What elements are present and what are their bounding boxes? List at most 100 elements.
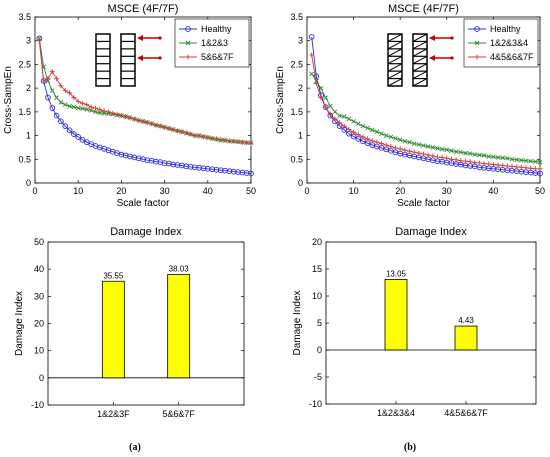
data-point (67, 103, 72, 109)
building-brace-icon (387, 40, 403, 50)
data-point (248, 140, 254, 146)
data-point (411, 149, 417, 155)
y-tick-label: 10 (312, 291, 322, 301)
data-point (514, 157, 520, 163)
data-point (337, 120, 343, 126)
data-point (318, 85, 324, 91)
data-point (346, 116, 352, 122)
data-point (500, 155, 506, 161)
arrowhead-icon (137, 35, 143, 41)
panel-label-a: (a) (129, 442, 141, 453)
x-tick-label: 1&2&3F (97, 409, 130, 419)
data-point (323, 95, 328, 100)
data-point (388, 134, 394, 140)
data-point (244, 140, 250, 146)
y-tick-label: 20 (312, 237, 322, 247)
building-brace-icon (412, 48, 428, 57)
y-tick-label: -5 (314, 372, 322, 382)
data-point (439, 154, 445, 160)
data-point (318, 95, 324, 101)
data-point (131, 116, 137, 122)
x-tick-label: 20 (395, 186, 405, 196)
data-point (226, 138, 232, 144)
data-point (393, 145, 399, 151)
chart-a-top: 0 10 20 30 40 50 0 0.5 1 1.5 2 2.5 3 3.5 MSCE (4F/7F) S… (3, 3, 256, 209)
data-point (218, 136, 224, 142)
building-frame-icon (387, 33, 403, 87)
data-point (341, 114, 347, 119)
y-tick-label: 0.5 (18, 154, 31, 164)
building-frame-icon (412, 33, 428, 87)
data-point (388, 143, 394, 149)
y-tick-label: 1.5 (290, 107, 303, 117)
data-point (481, 161, 487, 167)
data-point (416, 142, 422, 147)
data-point (462, 158, 468, 164)
data-point (62, 123, 69, 129)
data-point (222, 137, 228, 143)
x-axis-label: Scale factor (117, 198, 170, 209)
data-point (80, 106, 85, 111)
data-point (75, 98, 81, 104)
data-point (88, 108, 94, 113)
data-point (430, 145, 436, 150)
data-point (509, 156, 515, 162)
y-tick-label: 5 (317, 318, 322, 328)
chart-title: MSCE (4F/7F) (108, 3, 179, 15)
data-point (449, 148, 454, 154)
data-point (175, 128, 181, 134)
data-point (532, 166, 538, 172)
building-brace-icon (387, 63, 403, 72)
data-point (425, 152, 431, 158)
data-point (323, 104, 329, 110)
chart-b-bottom: Damage Index Damage Index -10 -5 0 5 10 15 20 13.… (292, 226, 537, 418)
data-point (41, 78, 47, 84)
y-tick-label: 3 (26, 36, 31, 46)
data-point (444, 155, 450, 161)
y-axis-label: Damage Index (292, 290, 303, 355)
chart-a-bottom: Damage Index Damage Index -10 0 10 20 30 40 50 35… (14, 226, 245, 419)
data-point (235, 139, 241, 145)
data-point (467, 159, 473, 165)
chart-b-top: 0 10 20 30 40 50 0 0.5 1 1.5 2 2.5 3 3.5 MSCE (4F/7F) S… (275, 3, 545, 209)
data-point (504, 163, 510, 169)
data-point (53, 112, 60, 119)
data-point (97, 110, 103, 116)
data-point (518, 164, 524, 170)
data-point (416, 150, 422, 156)
data-point (383, 133, 389, 138)
x-tick-label: 50 (535, 186, 545, 196)
data-point (434, 154, 440, 160)
data-point (205, 134, 211, 140)
data-point (458, 158, 464, 164)
data-point (365, 125, 370, 131)
data-point (66, 127, 73, 134)
data-point (144, 120, 150, 126)
data-point (486, 161, 492, 167)
data-point (49, 105, 56, 111)
data-point (360, 134, 366, 140)
legend-entry: 5&6&7F (201, 52, 234, 62)
data-point (140, 118, 146, 124)
data-point (537, 166, 543, 172)
arrow-tail-icon (158, 36, 162, 40)
data-point (97, 106, 103, 112)
data-point (58, 100, 64, 105)
plot-area (325, 241, 537, 405)
data-point (327, 111, 333, 117)
y-tick-label: 2 (298, 83, 303, 93)
legend-entry: Healthy (490, 24, 521, 34)
x-tick-label: 30 (442, 186, 452, 196)
data-point (71, 131, 77, 137)
y-tick-label: 30 (34, 291, 44, 301)
data-point (239, 139, 245, 145)
y-tick-label: 1 (26, 131, 31, 141)
data-point (425, 144, 431, 149)
arrowhead-icon (429, 35, 435, 41)
data-point (397, 146, 403, 152)
data-point (313, 73, 320, 80)
data-point (123, 114, 129, 120)
data-point (188, 131, 194, 137)
arrow-tail-icon (450, 36, 454, 40)
y-tick-label: 2 (26, 83, 31, 93)
